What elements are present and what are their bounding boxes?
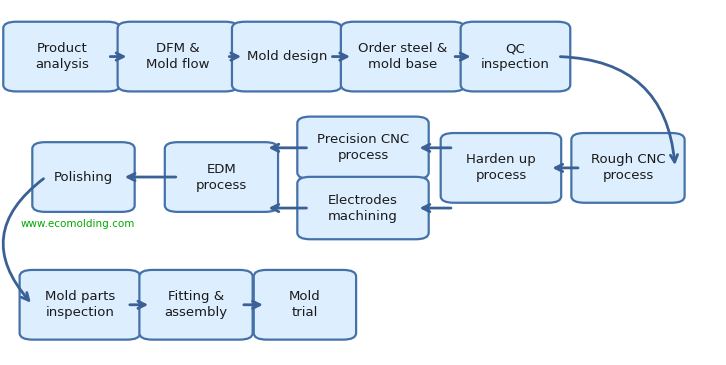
FancyBboxPatch shape: [32, 142, 135, 212]
FancyBboxPatch shape: [232, 22, 342, 92]
FancyBboxPatch shape: [4, 22, 121, 92]
FancyBboxPatch shape: [254, 270, 356, 339]
FancyBboxPatch shape: [139, 270, 253, 339]
FancyBboxPatch shape: [571, 133, 685, 203]
FancyBboxPatch shape: [118, 22, 238, 92]
Text: Mold design: Mold design: [247, 50, 327, 63]
FancyBboxPatch shape: [460, 22, 571, 92]
FancyBboxPatch shape: [298, 177, 428, 239]
Text: Product
analysis: Product analysis: [35, 42, 89, 71]
Text: Fitting &
assembly: Fitting & assembly: [165, 290, 227, 319]
FancyBboxPatch shape: [298, 117, 428, 179]
FancyBboxPatch shape: [341, 22, 465, 92]
Text: Mold
trial: Mold trial: [289, 290, 321, 319]
Text: Mold parts
inspection: Mold parts inspection: [45, 290, 115, 319]
Text: Harden up
process: Harden up process: [466, 153, 536, 182]
FancyBboxPatch shape: [165, 142, 278, 212]
Text: DFM &
Mold flow: DFM & Mold flow: [146, 42, 210, 71]
Text: Electrodes
machining: Electrodes machining: [328, 193, 398, 223]
Text: Order steel &
mold base: Order steel & mold base: [359, 42, 447, 71]
Text: EDM
process: EDM process: [196, 162, 247, 192]
Text: Precision CNC
process: Precision CNC process: [317, 133, 409, 162]
Text: www.ecomolding.com: www.ecomolding.com: [20, 219, 135, 230]
Text: QC
inspection: QC inspection: [481, 42, 550, 71]
Text: Rough CNC
process: Rough CNC process: [591, 153, 665, 182]
FancyBboxPatch shape: [20, 270, 140, 339]
FancyBboxPatch shape: [441, 133, 561, 203]
Text: Polishing: Polishing: [54, 170, 113, 184]
